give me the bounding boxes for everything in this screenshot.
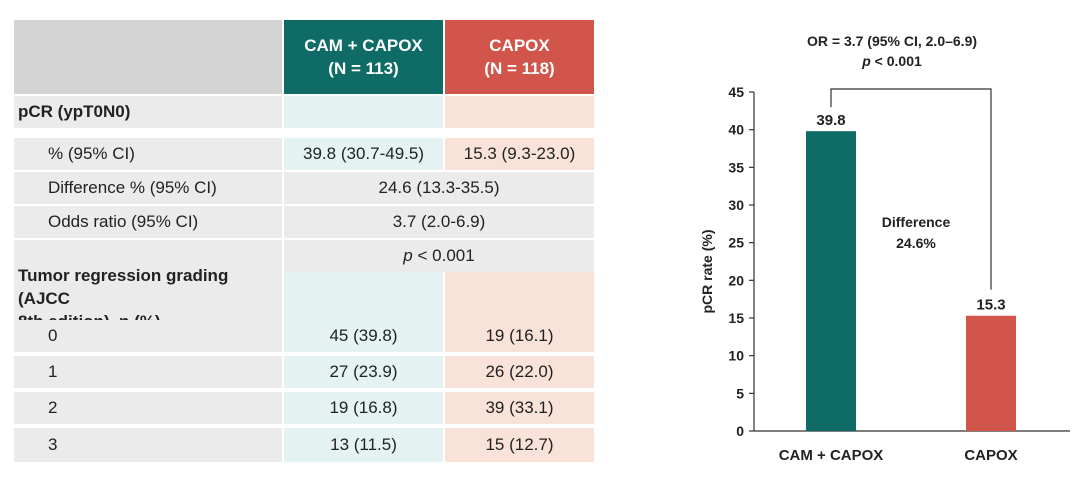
grade-label: 2 bbox=[14, 392, 282, 424]
grade-label: 0 bbox=[14, 320, 282, 352]
trg-section-cam-blank bbox=[284, 272, 443, 324]
header-cam-name: CAM + CAPOX bbox=[304, 36, 423, 55]
cam-value: 19 (16.8) bbox=[284, 392, 443, 424]
or-annotation: OR = 3.7 (95% CI, 2.0–6.9) bbox=[807, 33, 977, 49]
header-capox: CAPOX (N = 118) bbox=[445, 20, 594, 94]
pcr-bar-chart: OR = 3.7 (95% CI, 2.0–6.9) p < 0.001 0 5 10 1… bbox=[660, 0, 1080, 481]
table-header-row: CAM + CAPOX (N = 113) CAPOX (N = 118) bbox=[14, 20, 594, 94]
pcr-section-label: pCR (ypT0N0) bbox=[14, 96, 282, 128]
difference-value-label: 24.6% bbox=[896, 235, 936, 251]
table-row: 3 13 (11.5) 15 (12.7) bbox=[14, 428, 594, 462]
capox-value: 39 (33.1) bbox=[445, 392, 594, 424]
y-axis-title: pCR rate (%) bbox=[699, 229, 715, 313]
bar-data-label: 15.3 bbox=[976, 297, 1005, 314]
capox-value: 15.3 (9.3-23.0) bbox=[445, 138, 594, 170]
y-tick-label: 0 bbox=[736, 423, 744, 439]
header-capox-name: CAPOX bbox=[489, 36, 550, 55]
y-tick-label: 40 bbox=[728, 122, 744, 138]
row-label: Difference % (95% CI) bbox=[14, 172, 282, 204]
y-tick-label: 10 bbox=[728, 348, 744, 364]
p-value: p < 0.001 bbox=[284, 240, 594, 272]
bar-data-label: 39.8 bbox=[816, 112, 845, 129]
y-tick-label: 20 bbox=[728, 272, 744, 288]
p-number: < 0.001 bbox=[412, 246, 475, 265]
pcr-section-capox-blank bbox=[445, 96, 594, 128]
table-row: 2 19 (16.8) 39 (33.1) bbox=[14, 392, 594, 424]
trg-section-capox-blank bbox=[445, 272, 594, 324]
chart-svg: OR = 3.7 (95% CI, 2.0–6.9) p < 0.001 0 5 10 1… bbox=[699, 33, 1070, 464]
grade-label: 3 bbox=[14, 428, 282, 462]
y-tick-label: 25 bbox=[728, 235, 744, 251]
trg-section-row: Tumor regression grading (AJCC 8th editi… bbox=[14, 266, 594, 331]
table-row: Difference % (95% CI) 24.6 (13.3-35.5) bbox=[14, 172, 594, 204]
header-capox-n: (N = 118) bbox=[484, 59, 555, 78]
pcr-section-row: pCR (ypT0N0) bbox=[14, 96, 594, 128]
capox-value: 26 (22.0) bbox=[445, 356, 594, 388]
cam-value: 45 (39.8) bbox=[284, 320, 443, 352]
grade-label: 1 bbox=[14, 356, 282, 388]
difference-value: 24.6 (13.3-35.5) bbox=[284, 172, 594, 204]
header-cam-n: (N = 113) bbox=[328, 59, 399, 78]
y-tick-label: 35 bbox=[728, 159, 744, 175]
p-annotation: p < 0.001 bbox=[861, 53, 922, 69]
row-label: % (95% CI) bbox=[14, 138, 282, 170]
trg-section-label: Tumor regression grading (AJCC 8th editi… bbox=[14, 266, 282, 331]
y-tick-label: 45 bbox=[728, 84, 744, 100]
y-tick-label: 15 bbox=[728, 310, 744, 326]
row-label-blank bbox=[14, 240, 282, 272]
header-blank-cell bbox=[14, 20, 282, 94]
difference-label: Difference bbox=[882, 214, 951, 230]
table-row: Odds ratio (95% CI) 3.7 (2.0-6.9) bbox=[14, 206, 594, 238]
y-tick-label: 30 bbox=[728, 197, 744, 213]
odds-ratio-value: 3.7 (2.0-6.9) bbox=[284, 206, 594, 238]
trg-section-line1: Tumor regression grading (AJCC bbox=[18, 265, 229, 308]
cam-value: 27 (23.9) bbox=[284, 356, 443, 388]
p-italic: p bbox=[403, 246, 413, 265]
table-row: 0 45 (39.8) 19 (16.1) bbox=[14, 320, 594, 352]
capox-value: 19 (16.1) bbox=[445, 320, 594, 352]
x-category-label: CAM + CAPOX bbox=[779, 447, 884, 464]
table-row: 1 27 (23.9) 26 (22.0) bbox=[14, 356, 594, 388]
bar bbox=[966, 315, 1016, 431]
header-cam-capox: CAM + CAPOX (N = 113) bbox=[284, 20, 443, 94]
pcr-section-cam-blank bbox=[284, 96, 443, 128]
cam-value: 39.8 (30.7-49.5) bbox=[284, 138, 443, 170]
capox-value: 15 (12.7) bbox=[445, 428, 594, 462]
x-category-label: CAPOX bbox=[964, 447, 1017, 464]
table-row: p < 0.001 bbox=[14, 240, 594, 272]
bar bbox=[806, 131, 856, 431]
row-label: Odds ratio (95% CI) bbox=[14, 206, 282, 238]
table-row: % (95% CI) 39.8 (30.7-49.5) 15.3 (9.3-23… bbox=[14, 138, 594, 170]
cam-value: 13 (11.5) bbox=[284, 428, 443, 462]
difference-bracket bbox=[830, 88, 992, 290]
y-tick-label: 5 bbox=[736, 385, 744, 401]
